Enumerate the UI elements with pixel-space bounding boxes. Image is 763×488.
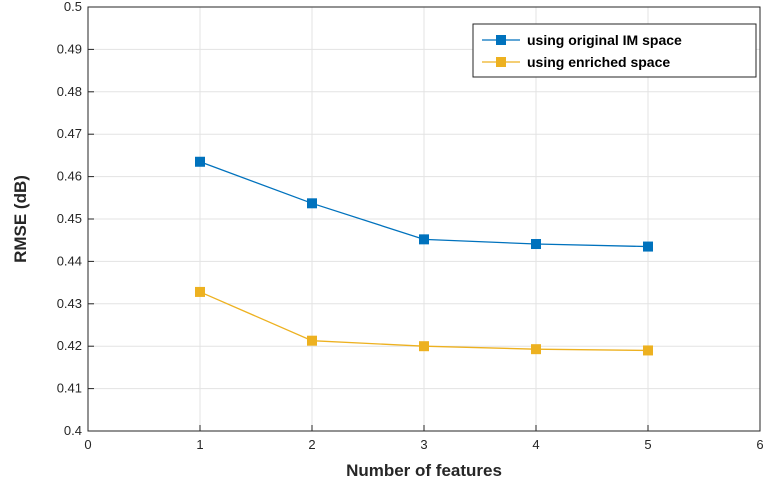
series-1 — [195, 156, 653, 252]
data-point-marker — [307, 335, 317, 346]
data-point-marker — [419, 234, 429, 245]
legend: using original IM space using enriched sp… — [472, 23, 757, 78]
y-tick-label: 0.45 — [57, 211, 82, 226]
x-tick-label: 2 — [308, 437, 315, 452]
y-tick-label: 0.44 — [57, 253, 82, 268]
y-tick-label: 0.42 — [57, 338, 82, 353]
series-layer — [195, 156, 653, 356]
y-tick-label: 0.43 — [57, 296, 82, 311]
y-tick-label: 0.5 — [64, 0, 82, 14]
legend-swatch-marker — [496, 35, 506, 45]
legend-entry-2: using enriched space — [482, 54, 670, 70]
data-point-marker — [195, 156, 205, 167]
x-tick-label: 1 — [196, 437, 203, 452]
data-point-marker — [531, 239, 541, 250]
x-tick-label: 3 — [420, 437, 427, 452]
legend-label: using enriched space — [527, 54, 670, 70]
legend-entries: using original IM space using enriched sp… — [482, 32, 682, 70]
x-tick-label: 0 — [84, 437, 91, 452]
legend-label: using original IM space — [527, 32, 682, 48]
y-tick-label: 0.46 — [57, 169, 82, 184]
axis-ticks: 0 1 2 3 4 5 6 0.4 0.41 0.42 0.43 0.44 0.45 0.46 0.47 0.… — [57, 0, 763, 452]
series-2 — [195, 286, 653, 356]
x-tick-label: 4 — [532, 437, 539, 452]
y-tick-label: 0.48 — [57, 84, 82, 99]
data-point-marker — [643, 345, 653, 356]
data-point-marker — [531, 344, 541, 355]
x-axis-title: Number of features — [346, 461, 502, 480]
data-point-marker — [195, 286, 205, 297]
legend-swatch-marker — [496, 57, 506, 67]
x-tick-label: 5 — [644, 437, 651, 452]
legend-box — [472, 23, 757, 78]
y-tick-label: 0.49 — [57, 41, 82, 56]
y-tick-label: 0.41 — [57, 381, 82, 396]
data-point-marker — [307, 198, 317, 209]
y-tick-label: 0.4 — [64, 423, 82, 438]
y-tick-label: 0.47 — [57, 126, 82, 141]
legend-entry-1: using original IM space — [482, 32, 682, 48]
y-axis-title: RMSE (dB) — [11, 175, 30, 263]
data-point-marker — [643, 241, 653, 252]
data-point-marker — [419, 341, 429, 352]
x-tick-label: 6 — [756, 437, 763, 452]
